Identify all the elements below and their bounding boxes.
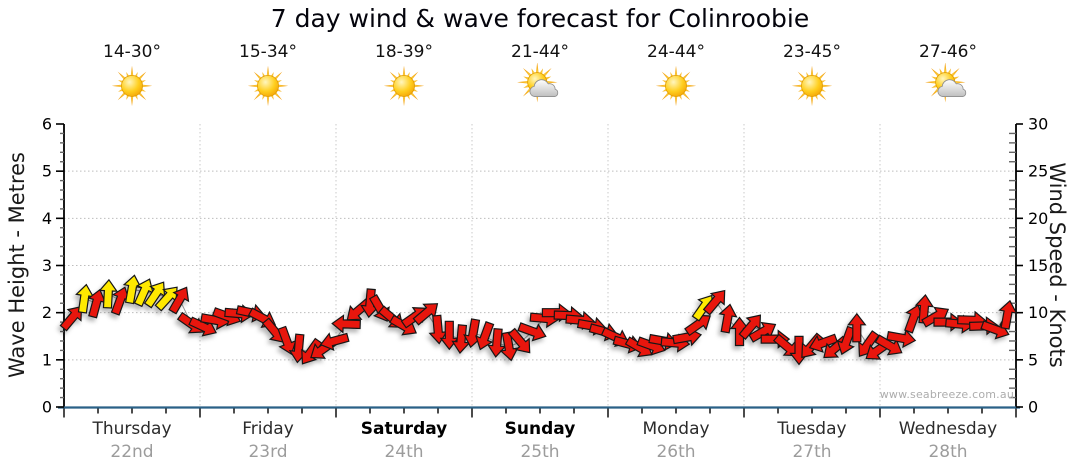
day-date: 28th: [928, 442, 968, 462]
right-axis-tick-label: 10: [1028, 303, 1048, 322]
day-label-saturday: Saturday 24th: [336, 419, 472, 462]
sun-disc: [801, 75, 823, 97]
sun-icon: [247, 65, 289, 107]
wind-arrow: [301, 337, 323, 365]
wind-arrow: [98, 278, 119, 309]
wind-arrow: [772, 333, 799, 357]
sun-disc: [257, 75, 279, 97]
temperature-range: 27-46°: [919, 42, 977, 62]
sun-rays: [247, 65, 289, 107]
wind-arrow: [836, 325, 856, 356]
day-name: Saturday: [360, 419, 448, 439]
wind-arrow: [59, 305, 83, 332]
day-name: Wednesday: [898, 419, 998, 439]
sun-cloud-icon: [925, 62, 967, 103]
sun-disc: [665, 75, 687, 97]
right-axis-tick-label: 0: [1028, 398, 1038, 417]
day-forecast-tuesday: 23-45°: [744, 42, 880, 111]
temperature-range: 24-44°: [647, 42, 705, 62]
day-forecast-wednesday: 27-46°: [880, 42, 1016, 111]
sun-icon: [111, 65, 153, 107]
day-label-sunday: Sunday 25th: [472, 419, 608, 462]
temperature-range: 18-39°: [375, 42, 433, 62]
wind-arrows-group: [59, 274, 1018, 366]
day-forecast-saturday: 18-39°: [336, 42, 472, 111]
left-axis-tick-label: 3: [42, 256, 52, 275]
day-label-monday: Monday 26th: [608, 419, 744, 462]
day-date: 22nd: [110, 442, 154, 462]
right-axis-tick-label: 15: [1028, 256, 1048, 275]
sun-icon: [655, 65, 697, 107]
day-label-wednesday: Wednesday 28th: [880, 419, 1016, 462]
day-label-thursday: Thursday 22nd: [64, 419, 200, 462]
right-axis-tick-label: 20: [1028, 209, 1048, 228]
wind-arrow: [168, 286, 190, 315]
day-name: Thursday: [92, 419, 172, 439]
day-date: 26th: [656, 442, 696, 462]
wind-arrow: [702, 289, 726, 316]
left-axis-tick-label: 5: [42, 162, 52, 181]
sun-rays: [791, 65, 833, 107]
temperature-range: 14-30°: [103, 42, 161, 62]
day-forecast-friday: 15-34°: [200, 42, 336, 111]
sun-icon: [791, 65, 833, 107]
day-label-tuesday: Tuesday 27th: [744, 419, 880, 462]
day-forecast-monday: 24-44°: [608, 42, 744, 111]
day-date: 24th: [384, 442, 424, 462]
wind-arrow: [847, 312, 867, 343]
day-date: 27th: [792, 442, 832, 462]
sun-rays: [655, 65, 697, 107]
day-forecast-sunday: 21-44°: [472, 42, 608, 111]
cloud: [937, 79, 967, 97]
sun-icon: [383, 65, 425, 107]
sun-disc: [393, 75, 415, 97]
temperature-range: 23-45°: [783, 42, 841, 62]
cloud: [529, 79, 559, 97]
wind-arrow: [808, 333, 839, 353]
left-axis-tick-label: 1: [42, 350, 52, 369]
left-axis-tick-label: 6: [42, 115, 52, 134]
wind-arrow: [507, 327, 531, 354]
wind-arrow: [331, 314, 361, 334]
day-date: 23rd: [248, 442, 288, 462]
wind-arrow: [319, 332, 350, 352]
watermark: www.seabreeze.com.au: [879, 388, 1014, 401]
day-label-friday: Friday 23rd: [200, 419, 336, 462]
day-name: Sunday: [504, 419, 576, 439]
wind-arrow: [998, 299, 1018, 330]
right-axis-tick-label: 5: [1028, 350, 1038, 369]
day-name: Friday: [242, 419, 294, 439]
sun-cloud-icon: [517, 62, 559, 103]
left-axis-tick-label: 4: [42, 209, 52, 228]
day-name: Monday: [642, 419, 710, 439]
day-date: 25th: [520, 442, 560, 462]
temperature-range: 21-44°: [511, 42, 569, 62]
temperature-range: 15-34°: [239, 42, 297, 62]
sun-rays: [111, 65, 153, 107]
day-forecast-thursday: 14-30°: [64, 42, 200, 111]
right-axis-tick-label: 30: [1028, 115, 1048, 134]
day-name: Tuesday: [777, 419, 847, 439]
wind-arrow: [718, 303, 738, 334]
chart-title: 7 day wind & wave forecast for Colinroob…: [270, 4, 810, 33]
wind-arrow: [475, 321, 495, 351]
wind-arrow: [517, 322, 547, 342]
left-axis-tick-label: 2: [42, 303, 52, 322]
sun-disc: [121, 75, 143, 97]
sun-rays: [383, 65, 425, 107]
left-axis-tick-label: 0: [42, 398, 52, 417]
right-axis-tick-label: 25: [1028, 162, 1048, 181]
